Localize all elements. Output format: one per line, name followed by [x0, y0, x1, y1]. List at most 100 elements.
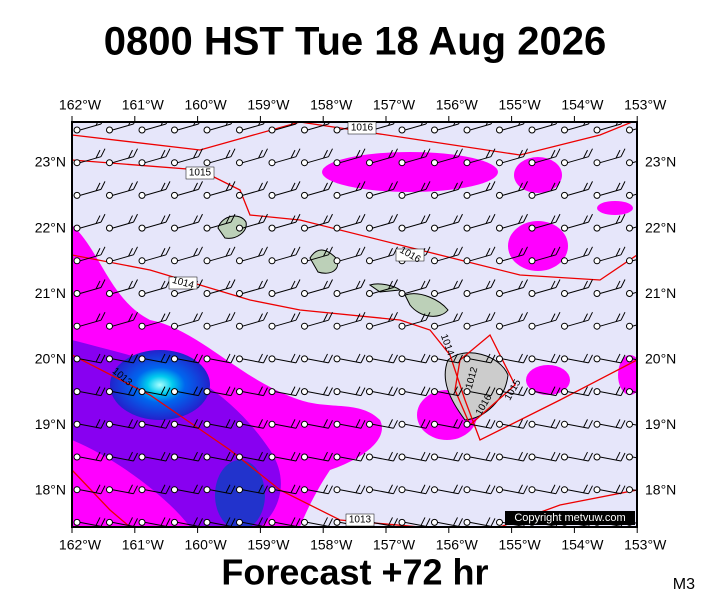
barb-feather	[393, 246, 398, 256]
barb-feather	[654, 388, 658, 396]
barb-station	[561, 224, 568, 232]
barb-station	[236, 257, 243, 265]
barb-feather	[100, 246, 106, 256]
wind-barb	[528, 181, 561, 199]
barb-station	[626, 126, 633, 134]
wind-barb	[268, 148, 301, 167]
barb-shaft	[599, 358, 622, 364]
barb-station	[431, 453, 438, 461]
barb-feather	[323, 386, 328, 395]
barb-feather	[230, 518, 236, 527]
wind-barb	[366, 181, 398, 199]
barb-feather	[225, 149, 231, 159]
barb-shaft	[372, 287, 394, 294]
barb-feather	[290, 149, 296, 159]
barb-feather	[95, 386, 101, 395]
wind-barb	[268, 353, 301, 364]
barb-feather	[583, 182, 588, 192]
wind-barb	[171, 451, 203, 462]
barb-feather	[453, 386, 458, 395]
barb-station	[301, 257, 308, 265]
barb-station	[268, 518, 276, 526]
barb-feather	[420, 386, 426, 395]
barb-station	[398, 388, 406, 396]
barb-station	[561, 486, 568, 494]
barb-station	[106, 420, 113, 428]
barb-station	[171, 159, 178, 167]
wind-barb	[106, 246, 138, 265]
wind-barb	[398, 419, 431, 429]
barb-feather	[458, 148, 463, 157]
barb-feather	[555, 279, 561, 288]
wind-barb	[528, 451, 561, 462]
wind-barb	[398, 451, 431, 462]
barb-shaft	[209, 188, 232, 196]
barb-shaft	[534, 391, 557, 397]
barb-feather	[355, 419, 361, 428]
barb-feather	[95, 353, 101, 363]
wind-barb	[593, 148, 626, 167]
barb-feather	[230, 485, 236, 494]
wind-barb	[431, 451, 463, 462]
wind-barb	[593, 246, 626, 265]
wind-barb	[593, 213, 626, 232]
barb-shaft	[534, 156, 557, 164]
wind-barb	[333, 353, 366, 364]
barb-feather	[555, 485, 561, 494]
barb-shaft	[79, 254, 102, 262]
wind-barbs	[73, 122, 658, 527]
barb-shaft	[112, 358, 134, 364]
barb-shaft	[339, 254, 362, 262]
wind-barb	[171, 148, 203, 167]
barb-feather	[550, 353, 556, 363]
wind-barb	[268, 484, 301, 495]
barb-feather	[485, 386, 491, 395]
barb-feather	[95, 215, 101, 224]
barb-shaft	[599, 188, 622, 196]
barb-feather	[230, 246, 236, 256]
barb-station	[203, 191, 211, 199]
wind-barb	[333, 386, 366, 397]
barb-shaft	[599, 319, 622, 327]
barb-shaft	[112, 188, 134, 196]
barb-feather	[388, 517, 393, 526]
barb-feather	[620, 246, 626, 256]
barb-feather	[263, 387, 268, 396]
barb-station	[496, 257, 503, 265]
wind-barb	[171, 181, 203, 199]
barb-feather	[523, 485, 528, 494]
barb-shaft	[404, 423, 427, 429]
wind-barb	[398, 213, 431, 232]
wind-barb	[496, 311, 528, 330]
wind-barb	[236, 246, 268, 265]
barb-feather	[453, 517, 458, 526]
wind-barb	[268, 122, 298, 134]
barb-station	[528, 224, 536, 232]
barb-station	[561, 453, 568, 461]
barb-shaft	[404, 521, 427, 527]
barb-station	[268, 126, 276, 134]
barb-feather	[100, 354, 106, 364]
barb-feather	[518, 280, 523, 290]
wind-barb	[171, 311, 203, 330]
barb-feather	[128, 182, 133, 192]
barb-feather	[420, 517, 426, 526]
barb-shaft	[567, 456, 589, 462]
barb-feather	[425, 181, 431, 190]
barb-station	[138, 388, 146, 396]
barb-feather	[588, 148, 593, 157]
barb-feather	[388, 248, 393, 257]
wind-barb	[333, 484, 366, 495]
barb-feather	[425, 311, 431, 321]
barb-station	[301, 290, 308, 297]
barb-shaft	[567, 489, 589, 495]
barb-feather	[295, 420, 301, 429]
barb-feather	[588, 181, 593, 190]
barb-station	[398, 322, 406, 330]
barb-feather	[615, 182, 621, 192]
barb-station	[333, 355, 341, 363]
barb-shaft	[242, 287, 264, 294]
barb-feather	[388, 386, 393, 395]
barb-feather	[295, 246, 301, 256]
barb-station	[333, 518, 341, 526]
